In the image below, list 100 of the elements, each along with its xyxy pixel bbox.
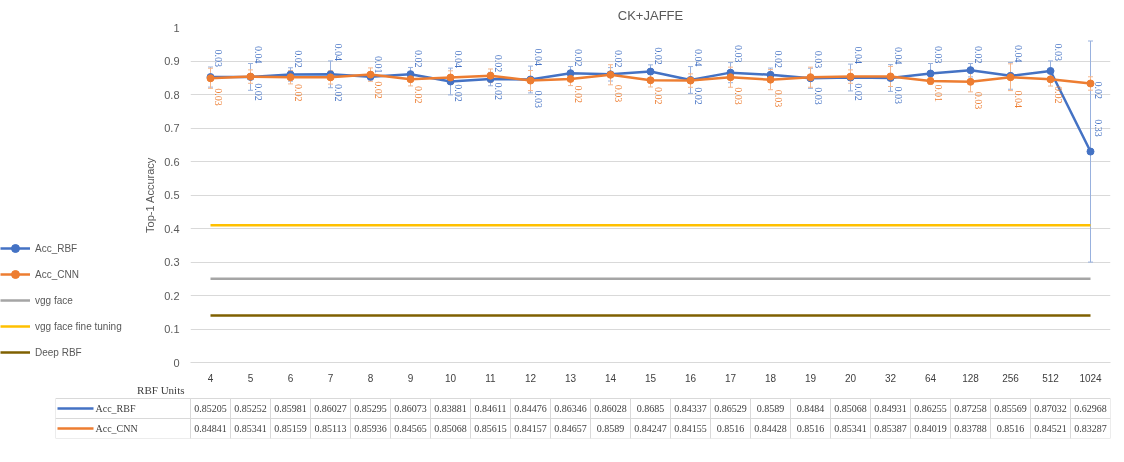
x-tick-label: 512 — [1042, 372, 1060, 384]
data-label: 0.84565 — [394, 423, 427, 434]
annotation: 0.04 — [893, 47, 904, 65]
annotation: 0.02 — [493, 82, 504, 100]
legend-label: vgg face fine tuning — [35, 320, 122, 332]
annotation: 0.02 — [293, 83, 304, 102]
annotation: 0.02 — [973, 45, 984, 64]
data-label: 0.86028 — [594, 403, 627, 414]
annotation: 0.02 — [493, 54, 504, 73]
annotation: 0.04 — [533, 48, 544, 67]
annotation: 0.03 — [773, 89, 784, 108]
x-tick-label: 17 — [724, 372, 737, 384]
annotation: 0.04 — [853, 46, 864, 65]
data-label: 0.8685 — [636, 403, 665, 414]
data-label: 0.87032 — [1034, 403, 1067, 414]
x-tick-label: 15 — [644, 372, 657, 384]
y-tick-label: 0.2 — [164, 289, 180, 302]
data-label: 0.62968 — [1074, 403, 1107, 414]
x-tick-label: 4 — [207, 372, 214, 384]
data-label: 0.8516 — [996, 423, 1025, 434]
x-axis-title: RBF Units — [137, 383, 185, 396]
annotation: 0.04 — [453, 50, 464, 69]
y-tick-label: 0.3 — [164, 256, 180, 268]
y-tick-label: 0.8 — [164, 88, 180, 101]
legend-label: Acc_RBF — [35, 242, 78, 254]
annotation: 0.03 — [733, 87, 744, 105]
x-tick-label: 19 — [804, 372, 817, 384]
data-label: 0.85068 — [434, 423, 467, 434]
x-tick-label: 12 — [524, 372, 537, 384]
data-label: 0.84521 — [1034, 423, 1067, 434]
annotation: 0.02 — [573, 85, 584, 104]
annotation: 0.02 — [293, 50, 304, 68]
annotation: 0.03 — [1053, 43, 1064, 61]
data-label: 0.85615 — [474, 423, 507, 434]
y-axis-title: Top-1 Accuracy — [144, 157, 157, 233]
annotation: 0.03 — [933, 46, 944, 64]
x-tick-label: 1024 — [1079, 372, 1103, 384]
x-tick-label: 32 — [884, 372, 897, 384]
data-label: 0.85159 — [274, 423, 307, 434]
data-label: 0.87258 — [954, 403, 987, 414]
x-tick-label: 14 — [604, 372, 617, 384]
annotation: 0.01 — [933, 84, 944, 102]
data-label: 0.86255 — [914, 403, 947, 414]
data-label: 0.84611 — [474, 403, 507, 414]
y-tick-label: 0.7 — [164, 122, 180, 134]
y-tick-label: 0.1 — [164, 323, 180, 335]
annotation: 0.03 — [813, 50, 824, 69]
annotation: 0.03 — [613, 84, 624, 103]
legend-label: vgg face — [35, 294, 73, 306]
data-label: 0.8589 — [756, 403, 785, 414]
data-label: 0.8516 — [716, 423, 745, 434]
annotation: 0.03 — [533, 90, 544, 109]
annotation: 0.03 — [733, 45, 744, 63]
x-tick-label: 5 — [247, 372, 254, 384]
data-label: 0.84337 — [674, 403, 707, 414]
x-tick-label: 128 — [962, 372, 980, 384]
annotation: 0.04 — [253, 46, 264, 64]
data-label: 0.84019 — [914, 423, 947, 434]
data-label: 0.85113 — [314, 423, 347, 434]
annotation: 0.02 — [413, 49, 424, 68]
data-label: 0.85387 — [874, 423, 907, 434]
data-label: 0.85341 — [834, 423, 867, 434]
data-label: 0.86529 — [714, 403, 747, 414]
x-tick-label: 9 — [407, 372, 414, 384]
annotation: 0.02 — [653, 86, 664, 105]
annotation: 0.04 — [1013, 90, 1024, 109]
data-label: 0.84657 — [554, 423, 587, 434]
annotation: 0.02 — [573, 49, 584, 67]
legend-label: Acc_CNN — [35, 268, 79, 280]
x-tick-label: 20 — [844, 372, 857, 384]
x-tick-label: 18 — [764, 372, 777, 384]
data-label: 0.86073 — [394, 403, 427, 414]
data-label: 0.85205 — [194, 403, 227, 414]
annotation: 0.02 — [453, 84, 464, 102]
annotation: 0.04 — [693, 49, 704, 67]
annotation: 0.03 — [813, 87, 824, 105]
annotation: 0.02 — [253, 83, 264, 101]
annotation: 0.03 — [213, 88, 224, 106]
data-label: 0.84157 — [514, 423, 547, 434]
y-tick-label: 1 — [173, 21, 180, 34]
chart-title: CK+JAFFE — [617, 7, 684, 23]
text: Acc_RBF — [95, 403, 136, 414]
data-label: 0.85068 — [834, 403, 867, 414]
x-tick-label: 6 — [287, 372, 294, 384]
annotation: 0.02 — [1093, 81, 1104, 99]
data-label: 0.84476 — [514, 403, 547, 414]
data-label: 0.8589 — [596, 423, 625, 434]
data-label: 0.83788 — [954, 423, 987, 434]
y-tick-label: 0.4 — [164, 222, 180, 235]
annotation: 0.03 — [213, 49, 224, 68]
annotation: 0.02 — [613, 50, 624, 68]
x-tick-label: 10 — [444, 372, 457, 384]
data-label: 0.84247 — [634, 423, 667, 434]
annotation: 0.03 — [893, 86, 904, 104]
data-label: 0.84841 — [194, 423, 227, 434]
data-label: 0.84428 — [754, 423, 787, 434]
data-label: 0.84931 — [874, 403, 907, 414]
y-tick-label: 0.9 — [164, 55, 180, 67]
x-tick-label: 11 — [485, 372, 497, 384]
y-tick-label: 0.6 — [164, 155, 180, 168]
